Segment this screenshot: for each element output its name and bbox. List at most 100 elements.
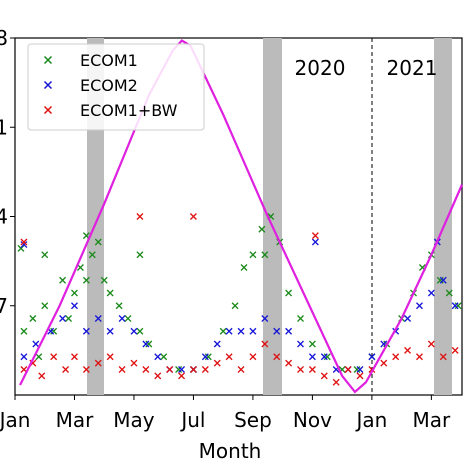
point [225,353,233,361]
point [308,366,316,373]
point [285,327,293,335]
point [353,366,361,373]
point [297,366,304,373]
point [29,315,37,322]
legend-label: ECOM2 [80,76,138,95]
x-tick-label: Sep [234,408,272,432]
point [201,366,209,373]
point [178,372,186,380]
point [380,359,388,367]
point [201,353,209,361]
point [368,353,376,361]
point [106,327,114,335]
point [392,353,400,361]
point [106,289,114,297]
point [213,359,221,367]
legend-marker [43,55,53,65]
point [311,232,319,240]
point [320,353,328,361]
point [145,340,153,348]
x-tick-label: Jul [179,408,205,432]
point [71,353,78,361]
point [240,264,248,271]
point [427,340,435,348]
point [100,276,108,284]
point [175,366,183,373]
point [50,327,58,335]
point [356,372,364,380]
point [118,366,126,373]
point [115,302,123,310]
point [451,302,459,310]
point [439,276,447,284]
point [308,353,316,361]
point [258,225,266,233]
point [136,251,144,259]
point [71,289,78,297]
point [297,315,304,322]
point [59,315,67,322]
point [445,289,453,297]
point [436,276,444,284]
point [273,353,281,361]
x-tick-label: May [113,408,155,432]
point [285,289,293,297]
y-tick-label: 4 [0,205,8,229]
y-tick-label: 7 [0,294,8,318]
point [106,353,114,361]
point [454,302,462,310]
point [71,302,78,310]
point [297,340,304,348]
point [35,353,43,361]
point [285,359,293,367]
point [311,238,319,246]
point [219,327,227,335]
point [213,340,221,348]
point [94,359,102,367]
legend-label: ECOM1+BW [80,101,178,120]
point [249,327,257,335]
point [332,378,340,386]
point [76,264,84,271]
legend: ECOM1 ECOM2 ECOM1+BW [27,43,205,131]
point [20,327,28,335]
point [237,366,245,373]
point [130,327,138,335]
point [231,302,239,310]
point [344,366,352,373]
point [416,353,423,361]
point [94,238,102,246]
x-tick-label: Mar [413,408,452,432]
point [20,238,28,246]
point [88,251,96,259]
legend-marker [43,80,53,90]
point [32,340,40,348]
x-tick-label: Nov [293,408,332,432]
point [404,346,412,354]
legend-box [27,43,205,131]
year-label: 2021 [387,56,438,80]
point [189,366,197,373]
point [261,251,269,259]
point [118,315,126,322]
point [136,213,144,220]
point [249,353,257,361]
point [404,315,412,322]
point [130,359,138,367]
point [94,315,102,322]
point [225,327,233,335]
point [142,340,150,348]
point [154,372,162,380]
point [65,315,72,322]
point [82,276,90,284]
x-tick-label: Mar [56,408,95,432]
point [189,213,197,220]
year-label: 2020 [295,56,346,80]
point [178,366,186,373]
point [261,340,269,348]
point [20,353,28,361]
point [50,353,58,361]
point [142,366,150,373]
point [166,366,174,373]
y-tick-label: 8 [0,26,8,50]
